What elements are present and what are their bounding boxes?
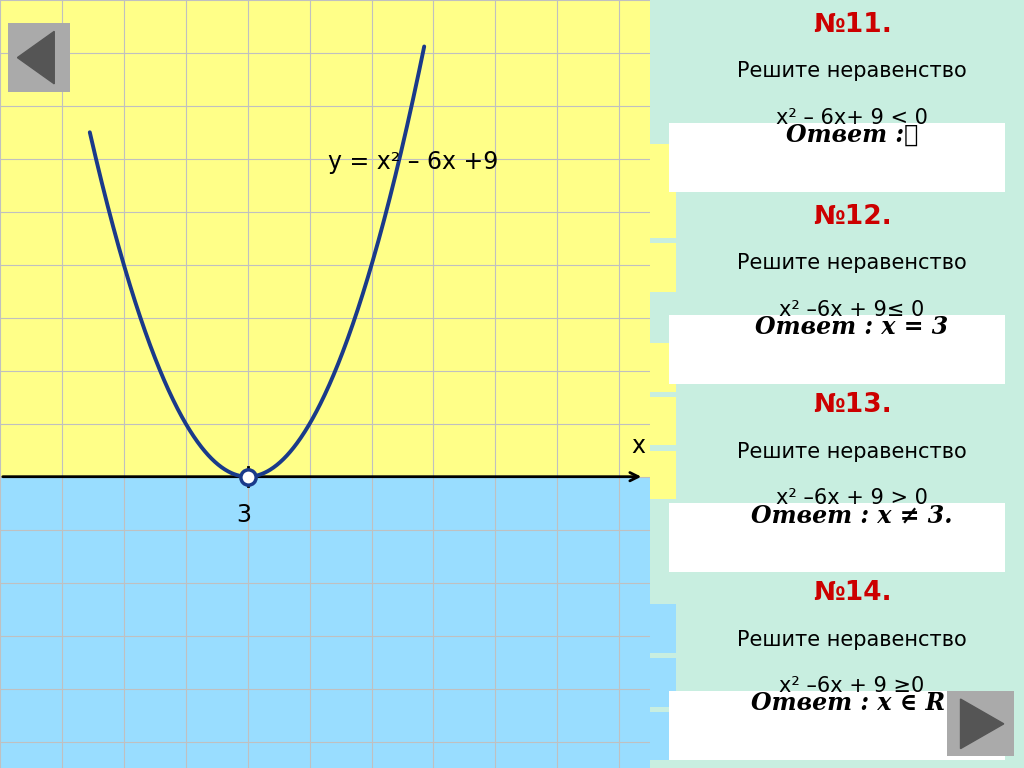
Bar <box>650 604 677 653</box>
Bar <box>650 144 677 192</box>
Text: 3: 3 <box>237 503 252 527</box>
Text: x² –6x + 9 > 0: x² –6x + 9 > 0 <box>776 488 928 508</box>
Text: x² –6x + 9 ≥0: x² –6x + 9 ≥0 <box>779 676 925 696</box>
Text: Ответ :∅: Ответ :∅ <box>786 123 919 147</box>
Bar <box>0 477 650 768</box>
Text: Ответ : x = 3: Ответ : x = 3 <box>756 315 948 339</box>
Text: №11.: №11. <box>813 12 892 38</box>
Bar <box>650 243 677 292</box>
Text: x² – 6x+ 9 < 0: x² – 6x+ 9 < 0 <box>776 108 928 127</box>
Bar <box>650 343 677 392</box>
Text: Решите неравенство: Решите неравенство <box>737 61 967 81</box>
Text: x² –6x + 9≤ 0: x² –6x + 9≤ 0 <box>779 300 925 319</box>
Bar <box>669 315 1006 384</box>
Bar <box>650 397 677 445</box>
Text: Решите неравенство: Решите неравенство <box>737 253 967 273</box>
Text: Решите неравенство: Решите неравенство <box>737 442 967 462</box>
Text: Решите неравенство: Решите неравенство <box>737 630 967 650</box>
Text: №12.: №12. <box>813 204 892 230</box>
Text: x: x <box>632 434 646 458</box>
Text: Ответ : x ∈ R.: Ответ : x ∈ R. <box>751 691 953 715</box>
Bar <box>669 123 1006 192</box>
Bar <box>669 503 1006 572</box>
Text: №14.: №14. <box>813 580 891 606</box>
Bar <box>650 190 677 238</box>
Bar <box>669 691 1006 760</box>
Text: №13.: №13. <box>813 392 892 418</box>
Bar <box>650 712 677 760</box>
Bar <box>650 451 677 499</box>
Bar <box>0 0 650 477</box>
Text: y = x² – 6x +9: y = x² – 6x +9 <box>329 151 499 174</box>
Polygon shape <box>961 699 1004 749</box>
Text: Ответ : x ≠ 3.: Ответ : x ≠ 3. <box>752 503 952 527</box>
Bar <box>650 658 677 707</box>
Polygon shape <box>17 31 54 84</box>
